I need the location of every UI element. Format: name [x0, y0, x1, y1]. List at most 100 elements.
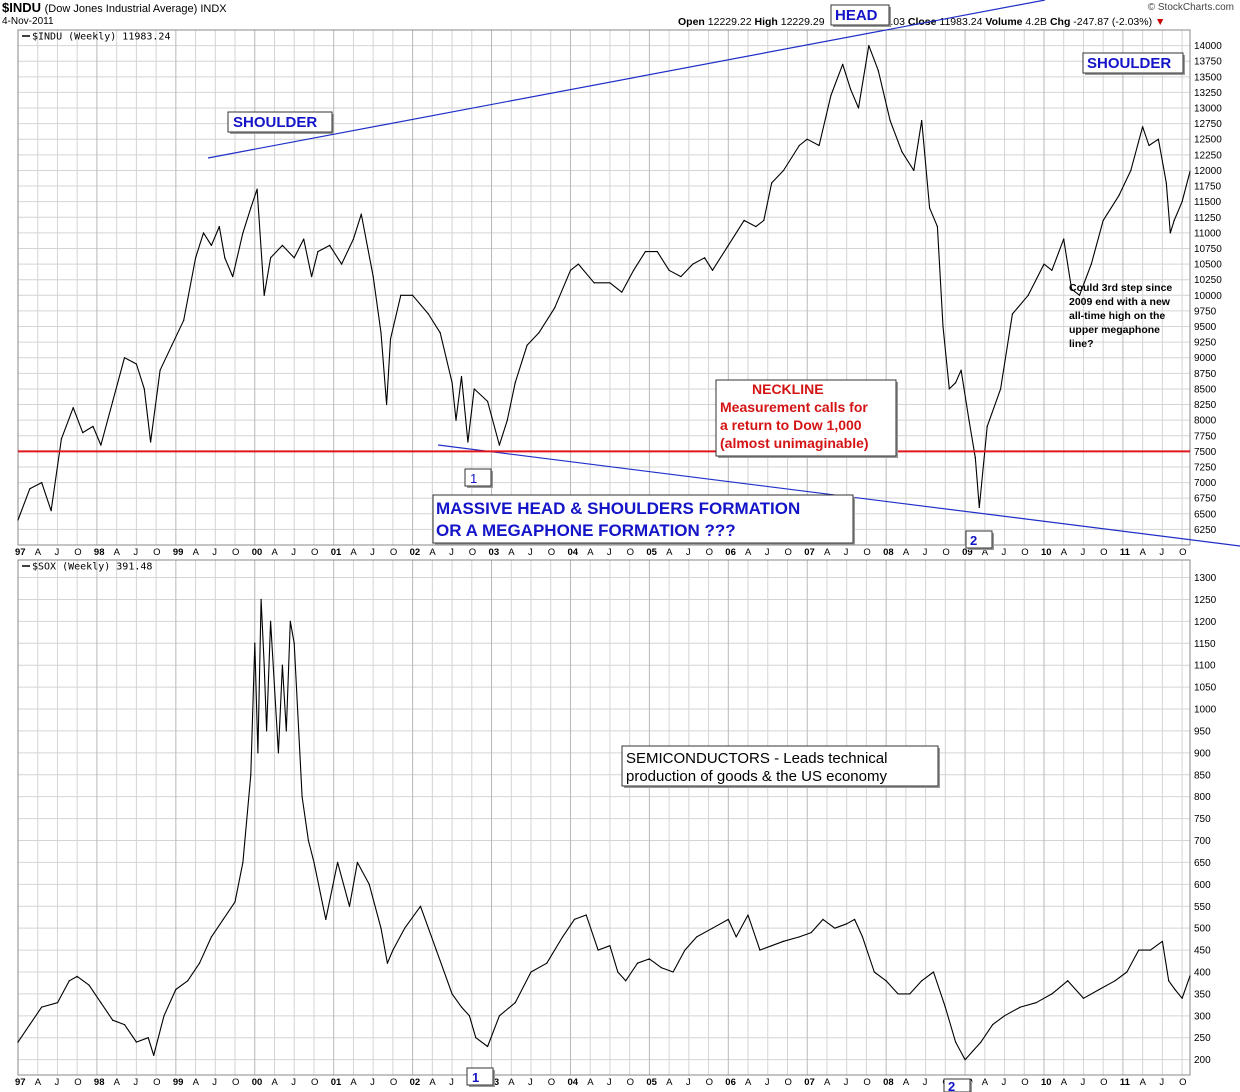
indu-data-point: [1130, 169, 1132, 172]
sox-data-point: [1161, 940, 1163, 942]
indu-series-line: [17, 45, 1191, 521]
indu-frame: [17, 29, 1191, 546]
sox-data-point: [909, 993, 911, 995]
indu-data-point: [310, 275, 313, 278]
sox-data-point: [660, 967, 662, 969]
sox-x-tick-label: O: [232, 1077, 239, 1088]
sox-x-tick-label: A: [114, 1077, 121, 1088]
sox-series-line: [17, 598, 1191, 1061]
semiconductors-text-2: production of goods & the US economy: [626, 768, 887, 785]
sox-y-tick-label: 950: [1194, 726, 1211, 737]
sox-data-point: [759, 949, 761, 951]
indu-data-point: [644, 251, 647, 253]
indu-x-tick-label: 09: [962, 547, 973, 558]
sox-y-tick-label: 850: [1194, 770, 1211, 781]
indu-y-tick-label: 13750: [1194, 57, 1222, 68]
indu-x-tick-label: J: [1002, 547, 1007, 558]
indu-x-tick-label: 00: [252, 547, 263, 558]
indu-data-point: [968, 419, 970, 421]
indu-data-point: [412, 294, 414, 296]
volume-label: Volume: [985, 16, 1023, 28]
sox-y-tick-label: 900: [1194, 748, 1211, 759]
indu-data-point: [711, 269, 714, 271]
sox-x-tick-label: 98: [94, 1077, 105, 1088]
sox-data-point: [222, 918, 224, 921]
indu-data-point: [1157, 138, 1160, 140]
sox-y-tick-label: 550: [1194, 902, 1211, 913]
sox-data-point: [313, 861, 315, 864]
sox-data-point: [771, 945, 773, 947]
sox-data-point: [597, 949, 599, 951]
indu-data-point: [743, 219, 745, 221]
indu-data-point: [1090, 263, 1092, 265]
indu-x-tick-label: J: [133, 547, 138, 558]
ohlc-readout: Open 12229.22 High 12229.29 0.03 Close 11…: [678, 16, 1165, 28]
indu-x-tick-label: O: [74, 547, 81, 558]
indu-data-point: [1071, 288, 1073, 290]
indu-data-point: [782, 169, 785, 172]
sox-data-point: [337, 861, 339, 864]
indu-y-tick-label: 6750: [1194, 494, 1217, 505]
sox-x-tick-label: A: [1140, 1077, 1147, 1088]
indu-data-point: [498, 444, 501, 446]
sox-x-tick-label: 08: [883, 1077, 894, 1088]
sox-x-tick-label: O: [784, 1077, 791, 1088]
neckline-text-2: a return to Dow 1,000: [720, 417, 862, 433]
sox-x-tick-label: O: [153, 1077, 160, 1088]
indu-data-point: [830, 94, 832, 97]
sox-data-point: [475, 1037, 477, 1039]
indu-x-tick-label: A: [587, 547, 594, 558]
sox-marker-2-box: [943, 1078, 971, 1092]
indu-y-tick-label: 12000: [1194, 166, 1222, 177]
indu-data-point: [986, 425, 988, 427]
sox-data-point: [561, 936, 564, 938]
sox-x-tick-label: O: [1179, 1077, 1186, 1088]
indu-data-point: [112, 400, 114, 403]
sox-x-tick-label: O: [863, 1077, 870, 1088]
sox-y-tick-label: 1300: [1194, 573, 1217, 584]
sox-x-tick-label: A: [824, 1077, 831, 1088]
sox-data-point: [885, 980, 887, 982]
indu-x-tick-label: J: [1080, 547, 1085, 558]
indu-data-point: [921, 119, 923, 122]
sox-data-point: [277, 752, 280, 754]
head-label: HEAD: [835, 7, 878, 24]
sox-y-tick-label: 1200: [1194, 617, 1217, 628]
indu-data-point: [593, 282, 595, 284]
indu-data-point: [506, 419, 508, 421]
marker-1-label: 1: [470, 471, 477, 486]
sox-data-point: [348, 905, 351, 907]
indu-y-tick-label: 12750: [1194, 119, 1222, 130]
sox-panel: [17, 559, 1191, 1076]
indu-x-tick-label: 97: [15, 547, 26, 558]
sox-data-point: [1126, 971, 1128, 973]
sox-data-point: [1067, 980, 1069, 982]
indu-data-point: [224, 257, 226, 259]
sox-data-point: [585, 914, 587, 916]
sox-data-point: [17, 1041, 19, 1043]
indu-data-point: [857, 107, 860, 109]
symbol: $INDU: [2, 0, 42, 15]
indu-data-point: [72, 407, 74, 409]
sox-data-point: [1138, 949, 1140, 951]
indu-x-tick-label: O: [232, 547, 239, 558]
indu-data-point: [656, 251, 658, 253]
sox-legend: $SOX (Weekly) 391.48: [32, 562, 152, 573]
sox-data-point: [696, 936, 698, 938]
indu-y-tick-label: 13250: [1194, 88, 1222, 99]
sox-data-point: [834, 927, 836, 929]
sox-x-tick-label: A: [429, 1077, 436, 1088]
sox-x-tick-label: A: [271, 1077, 278, 1088]
sox-data-point: [546, 962, 548, 964]
indu-x-tick-label: A: [114, 547, 121, 558]
sox-data-point: [419, 905, 422, 907]
indu-data-point: [92, 425, 94, 427]
sox-y-tick-label: 300: [1194, 1011, 1211, 1022]
sox-x-tick-label: J: [1080, 1077, 1085, 1088]
indu-y-tick-label: 14000: [1194, 41, 1222, 52]
indu-y-tick-label: 7500: [1194, 447, 1217, 458]
shoulder-left-label: SHOULDER: [233, 114, 317, 131]
sox-data-point: [486, 1045, 489, 1048]
indu-data-point: [818, 144, 820, 147]
sox-x-tick-label: O: [1021, 1077, 1028, 1088]
